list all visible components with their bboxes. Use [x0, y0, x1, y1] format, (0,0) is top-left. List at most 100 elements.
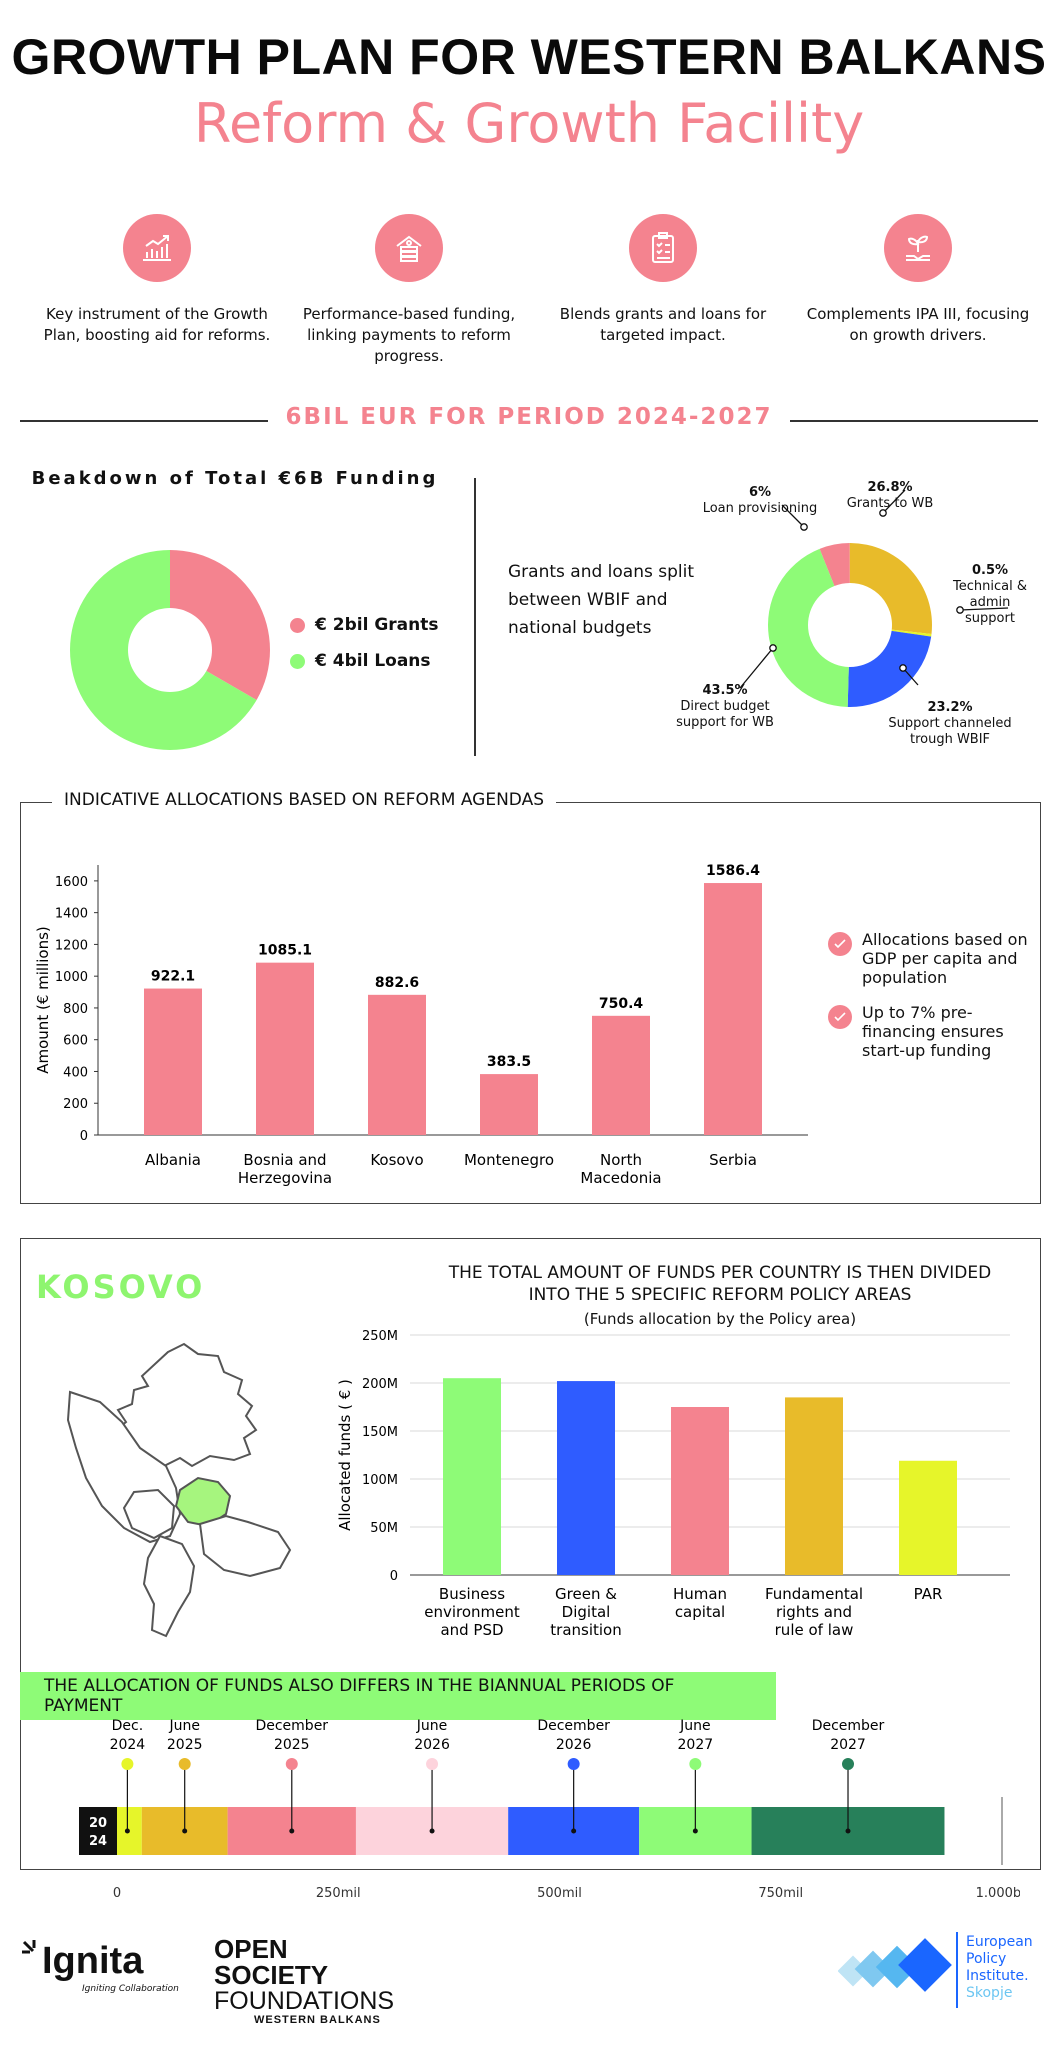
leader-dot [899, 664, 907, 672]
leader-line [781, 504, 805, 528]
donut-slice [69, 550, 257, 750]
bar-value-label: 750.4 [599, 996, 644, 1012]
slice-pct: 0.5% [971, 563, 1009, 578]
bar [557, 1381, 615, 1575]
ignita-tagline: Igniting Collaboration [82, 1984, 179, 1994]
x-tick-label: 250mil [316, 1886, 361, 1901]
bar [368, 994, 426, 1135]
x-tick-label: rule of law [775, 1621, 854, 1639]
timeline-pin-dot [571, 1828, 577, 1834]
epi-diamonds-icon [838, 1938, 952, 1992]
x-tick-label: Serbia [709, 1151, 757, 1169]
map-outline-north [114, 1342, 258, 1468]
feature-item: Performance-based funding, linking payme… [289, 214, 529, 367]
y-tick-label: 1400 [55, 907, 88, 922]
map-outline-albania [142, 1534, 196, 1638]
x-tick-label: 0 [113, 1886, 121, 1901]
leader-dot [879, 509, 887, 517]
leader-dot [769, 644, 777, 652]
slice-pct: 26.8% [867, 480, 913, 495]
feature-text: Complements IPA III, focusing on growth … [806, 305, 1030, 344]
bar-value-label: 1586.4 [706, 863, 760, 879]
sprout-hand-icon [884, 214, 952, 282]
x-tick-label: transition [550, 1621, 621, 1639]
x-tick-label: Green & [555, 1585, 617, 1603]
slice-name: Technical & admin support [953, 579, 1027, 626]
year-badge [79, 1807, 117, 1855]
epi-logo-text: European Policy Institute. Skopje [966, 1934, 1033, 2002]
map-outline-montenegro [122, 1488, 176, 1540]
slice-name: Grants to WB [846, 496, 934, 511]
leader-line [739, 647, 774, 689]
policy-bar-chart: 0 50M 100M 150M 200M 250M Allocated funds ( € … [336, 1329, 1010, 1639]
timeline-period-label: 2026 [414, 1737, 450, 1753]
y-tick-label: 100M [362, 1473, 398, 1488]
slice-label-technical: 0.5% Technical & admin support [950, 563, 1030, 627]
y-axis-label: Amount (€ millions) [34, 926, 52, 1074]
y-tick-label: 150M [362, 1425, 398, 1440]
x-tick-label: environment [424, 1603, 520, 1621]
timeline-pin-head [178, 1758, 191, 1770]
x-tick-label: Albania [145, 1151, 201, 1169]
ignita-name: Ignita [42, 1940, 144, 1982]
epi-line: Policy [966, 1951, 1007, 1967]
x-tick-label: Business [439, 1585, 505, 1603]
y-axis-label: Allocated funds ( € ) [336, 1379, 354, 1531]
x-tick-label: Human [673, 1585, 727, 1603]
y-tick-label: 800 [63, 1002, 88, 1017]
slice-pct: 6% [748, 485, 772, 500]
timeline-pin-head [285, 1758, 298, 1770]
x-tick-label: Digital [562, 1603, 611, 1621]
osf-logo: OPEN SOCIETY FOUNDATIONS WESTERN BALKANS [214, 1936, 404, 2026]
timeline-period-label: June [168, 1718, 200, 1734]
timeline-period-label: 2027 [678, 1737, 714, 1753]
bar [443, 1378, 501, 1575]
epi-diamond [854, 1950, 892, 1988]
y-tick-label: 200 [63, 1097, 88, 1112]
x-tick-label: capital [675, 1603, 725, 1621]
slice-name: Support channeled trough WBIF [888, 716, 1012, 747]
legend-swatch [290, 653, 305, 669]
leader-line [959, 607, 1009, 611]
osf-line3: WESTERN BALKANS [254, 2014, 381, 2026]
split-annotation: Grants and loans split between WBIF and … [508, 562, 695, 638]
money-stack-icon [375, 214, 443, 282]
note-text: Allocations based on GDP per capita and … [862, 930, 1028, 987]
donut-slice [170, 550, 270, 700]
year-badge-text: 24 [89, 1834, 107, 1849]
timeline-pin-head [689, 1758, 702, 1770]
feature-item: Key instrument of the Growth Plan, boost… [37, 214, 277, 346]
bar [899, 1460, 957, 1575]
legend-label: € 4bil Loans [315, 651, 431, 671]
ignita-spark-icon [22, 1940, 36, 1954]
timeline-pin-dot [124, 1828, 130, 1834]
timeline-period-label: 2025 [274, 1737, 310, 1753]
timeline-period-label: 2027 [830, 1737, 866, 1753]
leader-dot [800, 523, 808, 531]
y-tick-label: 600 [63, 1034, 88, 1049]
timeline-period-label: December [537, 1718, 610, 1734]
x-tick-label: Montenegro [464, 1151, 554, 1169]
slice-label-loan-provisioning: 6% Loan provisioning [680, 485, 840, 517]
feature-text: Key instrument of the Growth Plan, boost… [43, 305, 271, 344]
x-tick-label: Fundamental [765, 1585, 863, 1603]
legend-label: € 2bil Grants [315, 615, 439, 635]
x-tick-label: rights and [776, 1603, 852, 1621]
bar [671, 1407, 729, 1575]
allocations-title: INDICATIVE ALLOCATIONS BASED ON REFORM A… [52, 790, 556, 810]
slice-label-grants-wb: 26.8% Grants to WB [825, 480, 955, 512]
epi-line: European [966, 1934, 1033, 1950]
note-text: Up to 7% pre-financing ensures start-up … [862, 1003, 1004, 1060]
clipboard-checklist-icon [629, 214, 697, 282]
legend-swatch [290, 617, 305, 633]
page-title: GROWTH PLAN FOR WESTERN BALKANS [11, 29, 1047, 85]
epi-divider [956, 1932, 958, 2008]
x-tick-label: 500mil [537, 1886, 582, 1901]
y-tick-label: 400 [63, 1065, 88, 1080]
timeline-pin-dot [692, 1828, 698, 1834]
grants-loans-donut [69, 550, 270, 750]
y-tick-label: 50M [370, 1521, 398, 1536]
allocation-notes: Allocations based on GDP per capita and … [828, 930, 1033, 1076]
kosovo-label: KOSOVO [36, 1268, 206, 1306]
epi-line: Skopje [966, 1985, 1013, 2001]
